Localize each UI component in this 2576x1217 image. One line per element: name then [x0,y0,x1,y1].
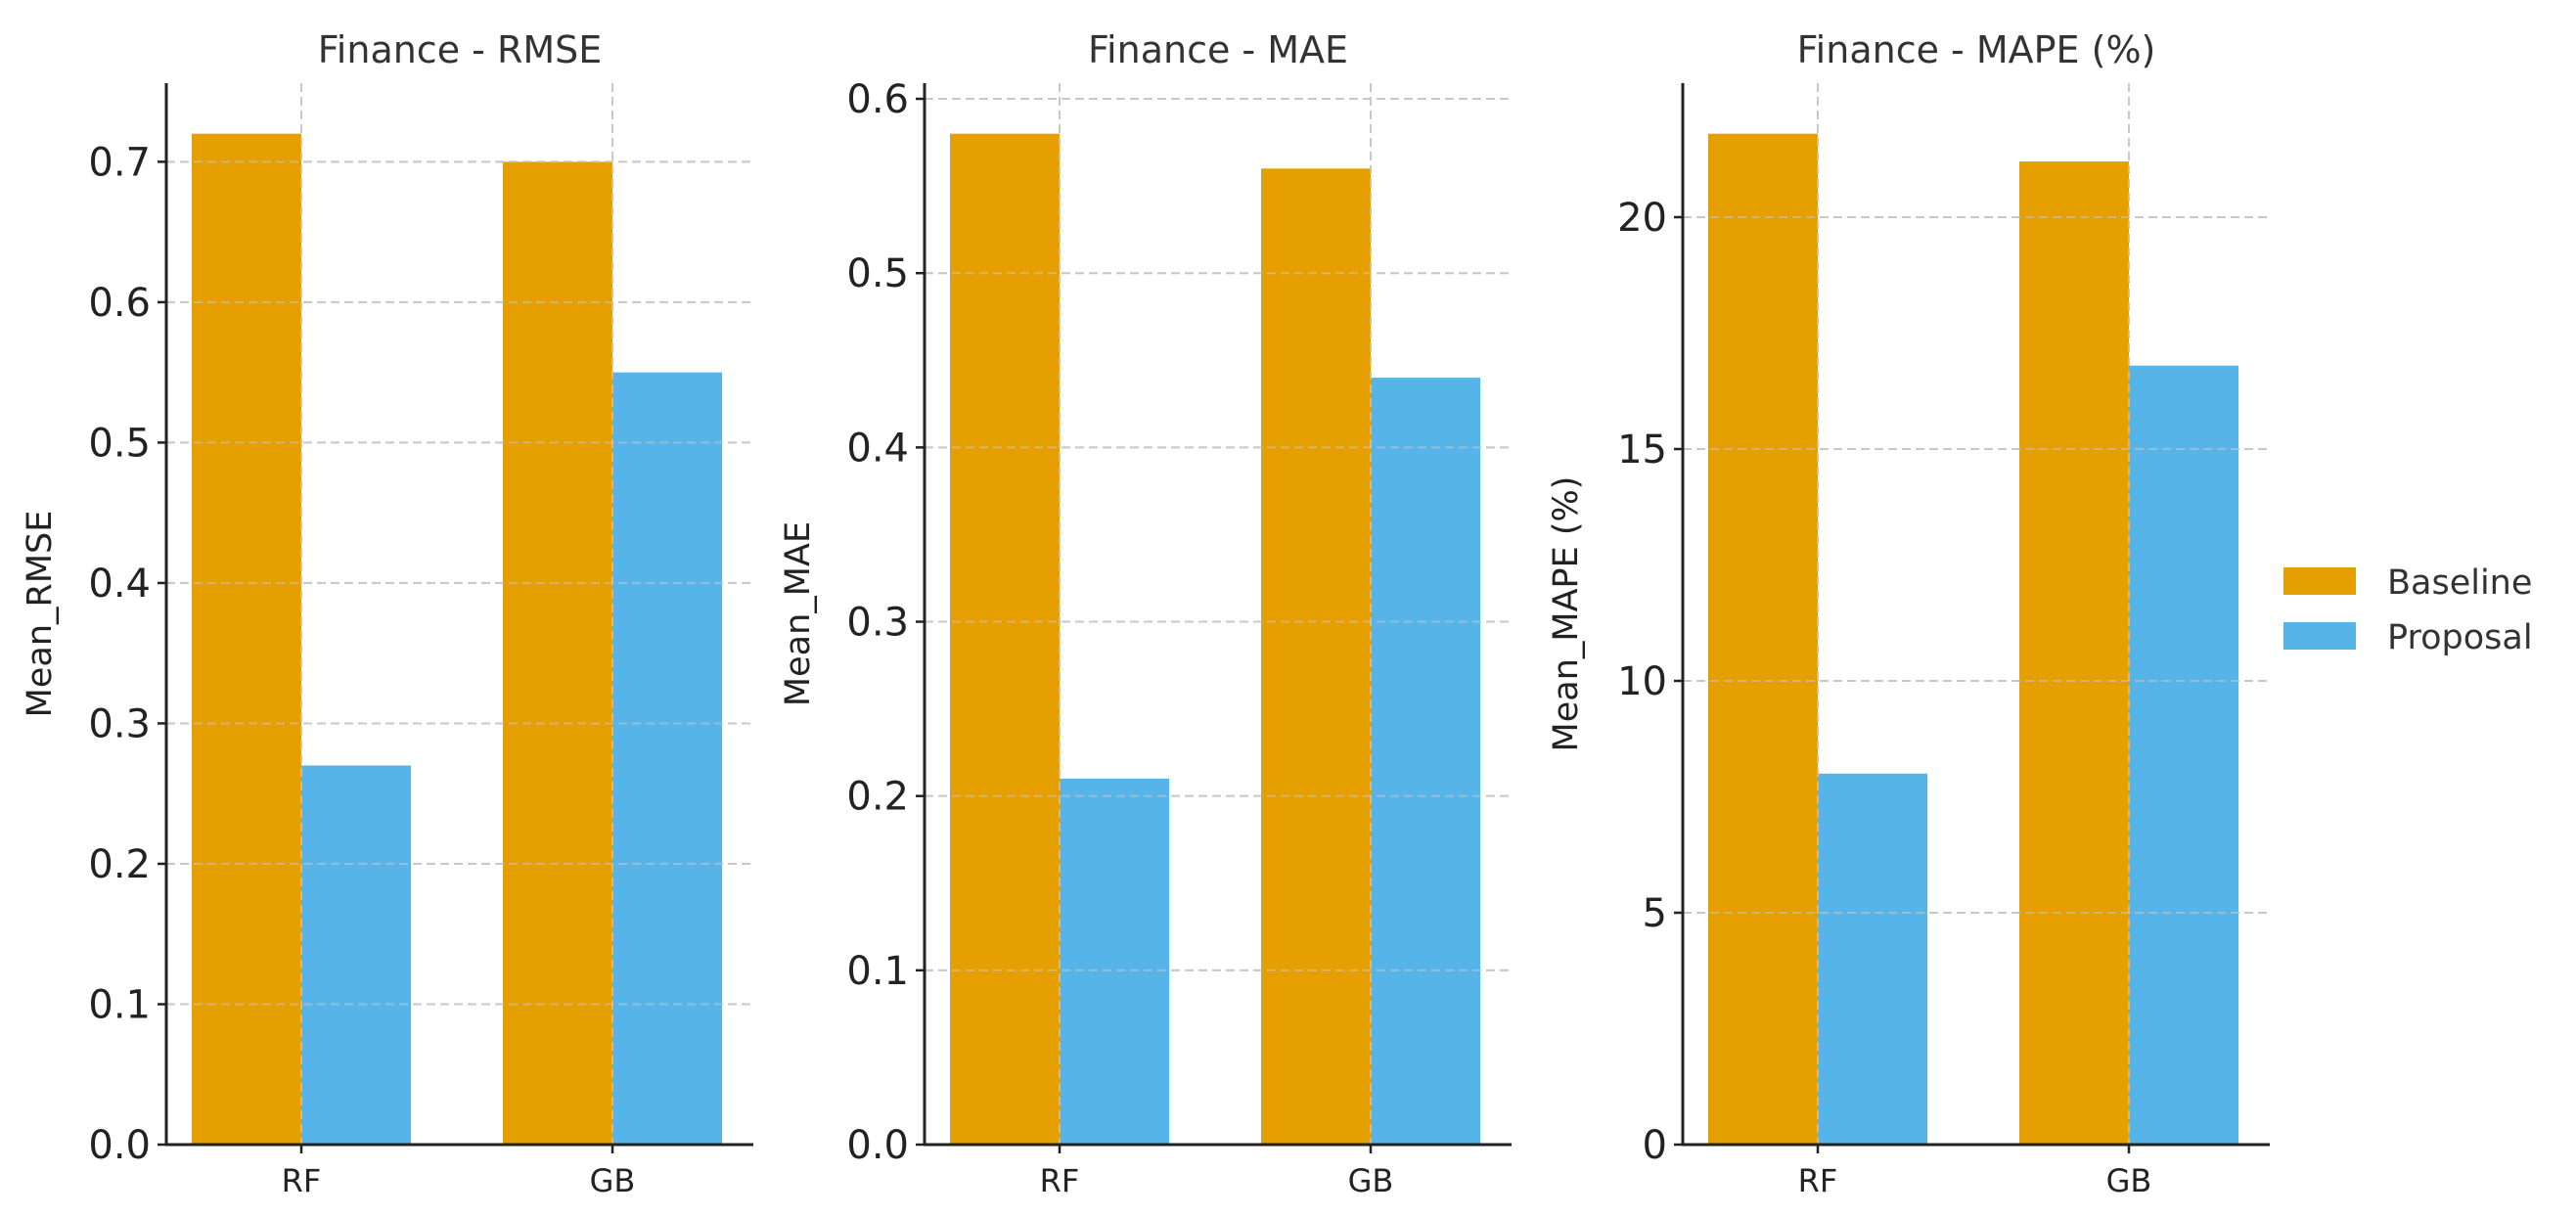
legend-label-proposal: Proposal [2387,618,2533,657]
bar-proposal-rf [301,765,411,1145]
y-tick-label: 0 [1643,1123,1667,1168]
legend-label-baseline: Baseline [2387,563,2532,603]
bar-baseline-rf [1708,133,1818,1146]
y-tick-label: 0.3 [846,601,909,646]
y-tick-label: 0.0 [846,1123,909,1168]
y-tick-label: 20 [1617,196,1667,241]
y-tick-label: 10 [1617,659,1667,704]
bar-baseline-rf [192,133,301,1146]
bar-baseline-gb [1261,168,1371,1146]
bar-baseline-rf [950,133,1060,1146]
y-axis-label: Mean_MAE [779,521,818,706]
bar-baseline-gb [2019,161,2129,1145]
y-tick-label: 0.3 [88,701,151,746]
x-tick-label: RF [1798,1162,1838,1199]
y-tick-label: 0.5 [88,421,151,466]
subplot-title: Finance - MAE [1088,28,1348,71]
y-tick-label: 0.2 [846,775,909,820]
bar-proposal-gb [2129,365,2238,1145]
y-tick-label: 5 [1643,891,1667,936]
subplot-1: 0.0 0.1 0.2 0.3 0.4 0.5 0.6 0.7 RF GB Finance - RM… [21,28,753,1199]
y-tick-label: 0.0 [88,1123,151,1168]
y-tick-label: 0.6 [846,77,909,122]
legend-swatch-baseline [2283,567,2356,595]
y-tick-label: 0.6 [88,281,151,326]
y-tick-label: 15 [1617,428,1667,473]
bar-proposal-rf [1818,773,1927,1145]
y-tick-label: 0.1 [846,949,909,994]
y-tick-label: 0.4 [88,562,151,607]
x-tick-label: GB [2106,1162,2152,1199]
subplot-title: Finance - RMSE [318,28,603,71]
plots-layer: 0.0 0.1 0.2 0.3 0.4 0.5 0.6 0.7 RF GB Finance - RM… [21,28,2270,1199]
y-tick-label: 0.4 [846,426,909,471]
y-axis-label: Mean_RMSE [21,511,60,718]
subplot-3: 0 5 10 15 20 RF GB Finance - MAPE (%) Mean_MAPE … [1547,28,2270,1199]
bar-baseline-gb [503,161,612,1146]
bar-proposal-gb [612,372,722,1145]
y-tick-label: 0.1 [88,982,151,1027]
legend-swatch-proposal [2283,622,2356,650]
y-tick-label: 0.2 [88,842,151,887]
y-tick-label: 0.7 [88,140,151,185]
bar-proposal-gb [1371,378,1480,1146]
x-tick-label: RF [1040,1162,1080,1199]
subplot-title: Finance - MAPE (%) [1797,28,2156,71]
x-tick-label: GB [590,1162,636,1199]
x-tick-label: RF [282,1162,322,1199]
y-tick-label: 0.5 [846,251,909,296]
legend: Baseline Proposal [2283,563,2533,657]
subplot-2: 0.0 0.1 0.2 0.3 0.4 0.5 0.6 RF GB Finance - MAE Me… [779,28,1512,1199]
x-tick-label: GB [1348,1162,1394,1199]
y-axis-label: Mean_MAPE (%) [1547,476,1586,752]
bar-proposal-rf [1060,778,1169,1145]
